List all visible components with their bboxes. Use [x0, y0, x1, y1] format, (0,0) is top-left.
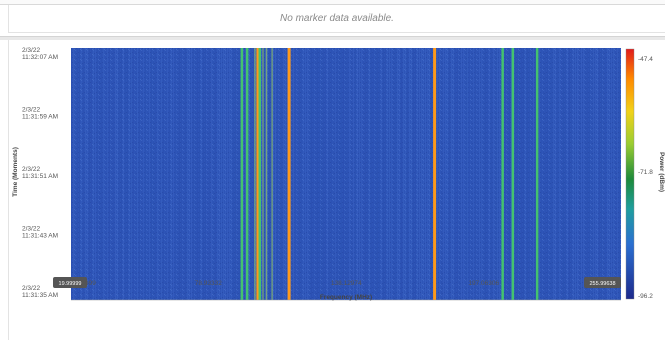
- x-axis-title: Frequency (MHz): [320, 294, 372, 301]
- signal-trace: [254, 48, 256, 300]
- y-tick-date: 2/3/22: [22, 285, 40, 292]
- signal-trace: [245, 48, 249, 300]
- heatmap-noise-overlay: [71, 48, 621, 300]
- signal-trace: [256, 48, 260, 300]
- colorbar-mid-label: -71.8: [638, 169, 653, 176]
- range-end-badge[interactable]: 255.99638: [584, 277, 621, 288]
- colorbar-min-label: -96.2: [638, 293, 653, 300]
- signal-trace: [511, 48, 515, 300]
- y-tick-date: 2/3/22: [22, 47, 40, 54]
- signal-traces: [240, 48, 539, 300]
- x-tick-label: 197.06306: [468, 280, 499, 287]
- no-marker-message: No marker data available.: [280, 13, 394, 24]
- signal-trace: [271, 48, 273, 300]
- y-tick-time: 11:32:07 AM: [22, 54, 58, 61]
- y-tick-time: 11:31:51 AM: [22, 173, 58, 180]
- signal-trace: [501, 48, 504, 300]
- range-start-badge[interactable]: 19.99999: [53, 277, 87, 288]
- x-tick-label: 78.93332: [195, 280, 222, 287]
- signal-trace: [262, 48, 264, 300]
- colorbar-title: Power (dBm): [658, 152, 665, 192]
- y-tick-time: 11:31:43 AM: [22, 233, 58, 240]
- y-tick-date: 2/3/22: [22, 226, 40, 233]
- y-tick-time: 11:31:59 AM: [22, 114, 58, 121]
- signal-trace: [433, 48, 437, 300]
- range-start-label: 19.99999: [59, 281, 82, 287]
- y-tick-date: 2/3/22: [22, 107, 40, 114]
- signal-trace: [265, 48, 268, 300]
- signal-trace: [258, 48, 261, 300]
- waterfall-chart-panel: 2/3/22 11:32:07 AM 2/3/22 11:31:59 AM 2/3/22…: [8, 40, 665, 340]
- range-end-label: 255.99638: [590, 281, 616, 287]
- x-tick-label: 138.12974: [331, 280, 362, 287]
- top-strip: [0, 0, 665, 5]
- y-tick-date: 2/3/22: [22, 166, 40, 173]
- colorbar: [625, 48, 635, 300]
- signal-trace: [287, 48, 291, 300]
- signal-trace: [535, 48, 539, 300]
- marker-panel: No marker data available.: [8, 5, 665, 33]
- y-tick-time: 11:31:35 AM: [22, 292, 58, 299]
- y-axis-title: Time (Moments): [12, 147, 19, 197]
- panel-divider: [0, 36, 665, 40]
- frequency-axis-ticks: 78.93332 138.12974 197.06306: [195, 280, 500, 287]
- colorbar-max-label: -47.4: [638, 56, 653, 63]
- x-tick-start-tail: 999: [85, 280, 96, 287]
- signal-trace: [240, 48, 244, 300]
